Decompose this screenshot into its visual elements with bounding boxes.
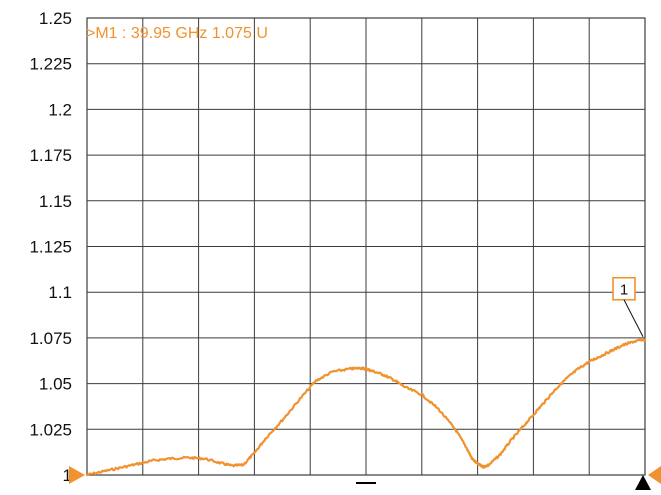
y-tick-label: 1 [63,466,72,485]
y-tick-label: 1.075 [29,329,72,348]
y-tick-label: 1.225 [29,55,72,74]
measurement-trace [85,337,647,477]
marker-readout: >M1 : 39.95 GHz 1.075 U [86,25,268,42]
y-tick-label: 1.1 [48,283,72,302]
y-tick-label: 1.175 [29,146,72,165]
reference-level-arrow-left[interactable] [69,466,85,484]
y-tick-labels: 1.25 1.225 1.2 1.175 1.15 1.125 1.1 1.075 1.05 1.… [29,9,72,485]
y-tick-label: 1.125 [29,238,72,257]
reference-level-arrow-right[interactable] [648,466,661,484]
y-tick-label: 1.2 [48,100,72,119]
y-tick-label: 1.05 [39,375,72,394]
marker-1-label: 1 [620,282,628,299]
y-tick-label: 1.15 [39,192,72,211]
y-tick-label: 1.025 [29,420,72,439]
marker-1[interactable]: 1 [612,276,644,337]
grid [86,17,646,476]
y-tick-label: 1.25 [39,9,72,28]
marker-1-leader-line [623,299,644,337]
active-marker-triangle[interactable] [635,475,651,490]
